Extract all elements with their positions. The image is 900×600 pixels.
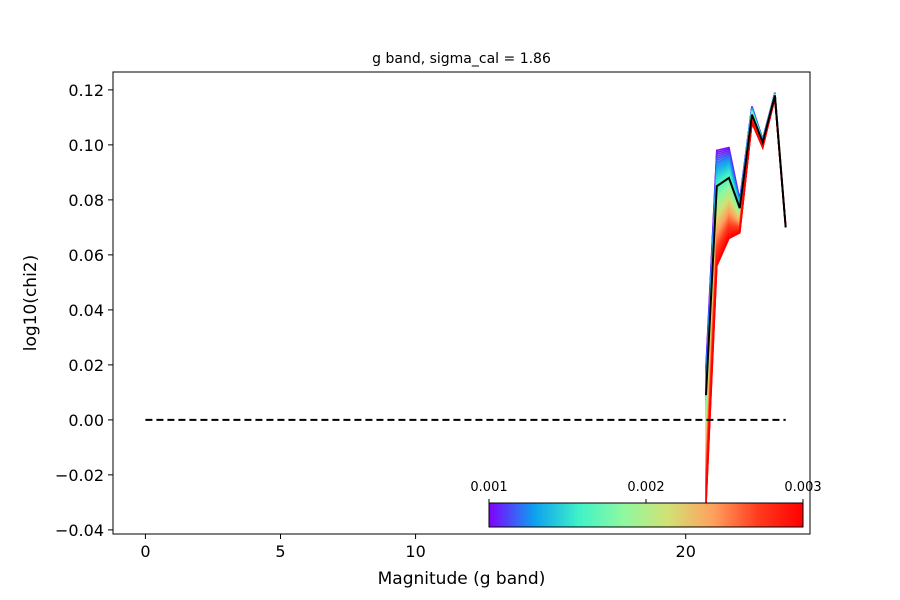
colorbar: 0.001 0.002 0.003 [470,480,822,528]
chart-title: g band, sigma_cal = 1.86 [372,51,551,67]
y-tick-label: 0.02 [68,356,104,375]
y-tick-label: 0.04 [68,301,104,320]
y-tick-label: 0.10 [68,136,104,155]
y-tick-label: 0.06 [68,246,104,265]
y-tick-label: −0.04 [55,521,104,540]
family-line [705,95,787,438]
x-tick-label: 5 [275,542,285,561]
plot-area-frame [112,71,811,535]
x-axis-ticks: 0 5 10 20 [140,534,696,561]
colorbar-ticks: 0.001 0.002 0.003 [470,480,822,503]
y-tick-label: 0.12 [68,81,104,100]
series-group [704,95,787,396]
colorbar-tick-label: 0.002 [627,480,664,495]
x-tick-label: 10 [405,542,425,561]
x-axis-label: Magnitude (g band) [378,569,546,589]
family-line [705,95,787,436]
x-tick-label: 0 [140,542,150,561]
colorbar-gradient [488,502,804,528]
y-tick-label: −0.02 [55,466,104,485]
series-line [704,95,787,396]
y-axis-ticks: −0.04 −0.02 0.00 0.02 0.04 0.06 0.08 0.10 0.12 [55,81,113,540]
y-tick-label: 0.00 [68,411,104,430]
y-tick-label: 0.08 [68,191,104,210]
x-tick-label: 20 [676,542,696,561]
colorbar-tick-label: 0.001 [470,480,507,495]
colorbar-tick-label: 0.003 [784,480,821,495]
y-axis-label: log10(chi2) [21,255,41,351]
